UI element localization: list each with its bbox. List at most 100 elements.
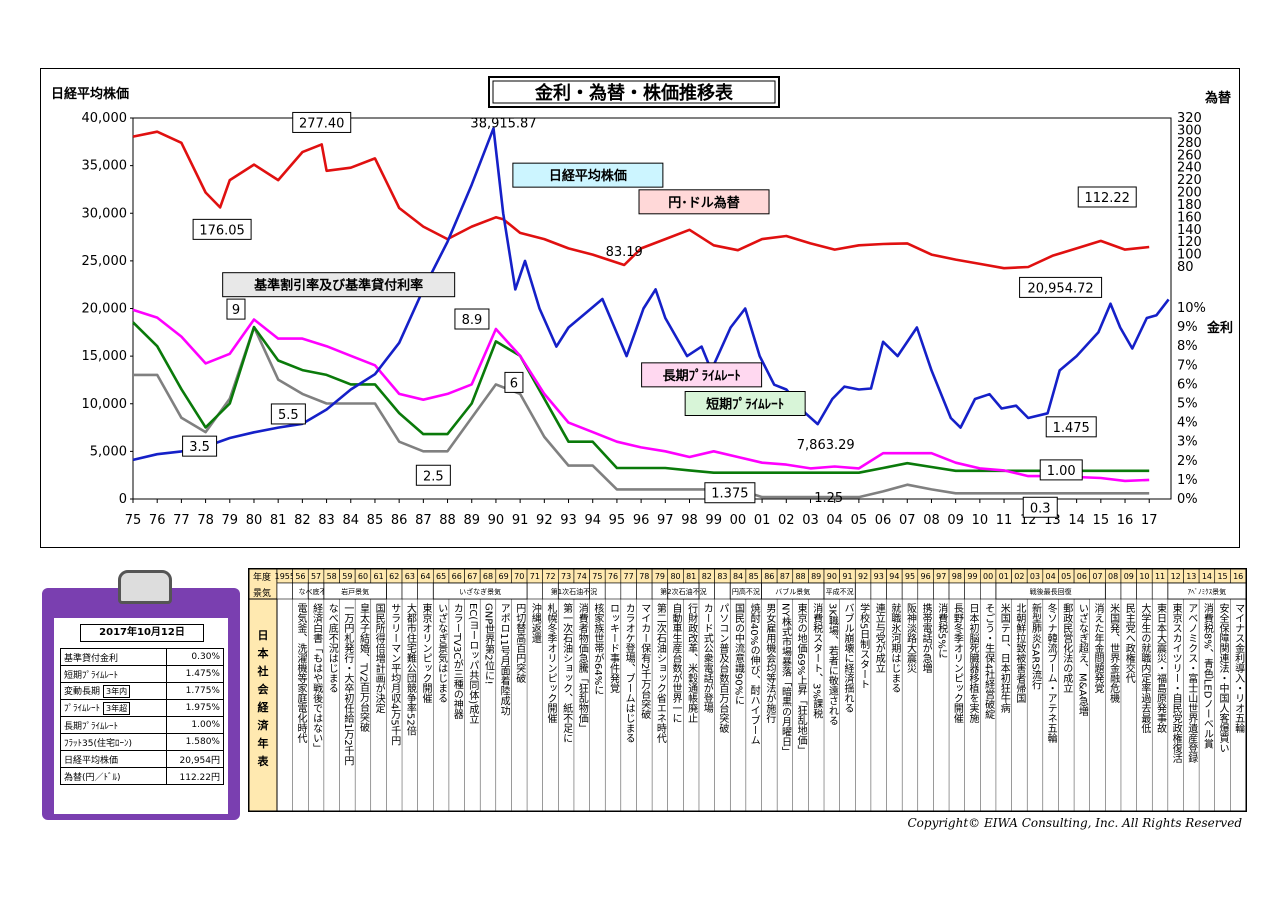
event-label: そごう・生保4社経営破綻 [983, 603, 995, 720]
boom-label: 岩戸景気 [341, 587, 369, 596]
boom-cell [1136, 582, 1153, 600]
event-label: 東日本大震災・福島原発事故 [1155, 602, 1167, 734]
event-label: アベノミクス・富士山世界遺産登録 [1186, 603, 1198, 763]
year-label: 78 [639, 572, 649, 581]
x-tick-label: 76 [149, 513, 166, 528]
series-label-box [222, 272, 456, 298]
boom-cell [386, 582, 403, 600]
annotation-label: 20,954.72 [1027, 281, 1093, 296]
boom-cell [933, 582, 950, 600]
event-label: 消費税スタート、3%課税 [811, 602, 823, 720]
boom-cell [401, 582, 418, 600]
series-label-box [512, 162, 664, 188]
boom-cell [417, 582, 434, 600]
year-label: 72 [545, 572, 555, 581]
annotation-label: 176.05 [199, 223, 245, 238]
chart-title: 金利・為替・株価推移表 [534, 82, 734, 104]
event-label: 大学生の就職内定率過去最低 [1139, 602, 1151, 734]
year-label: 16 [1233, 572, 1243, 581]
year-label: 11 [1155, 572, 1165, 581]
x-tick-label: 11 [996, 513, 1013, 528]
boom-band [557, 582, 590, 600]
boom-cell [901, 582, 919, 600]
x-tick-label: 93 [560, 513, 577, 528]
rate-tick-label: 8% [1177, 339, 1198, 354]
chart-title-box [488, 76, 780, 108]
year-label: 69 [499, 572, 509, 581]
x-tick-label: 82 [294, 513, 311, 528]
event-label: 円切替高百円突破 [514, 603, 526, 684]
rate-tick-label: 2% [1177, 454, 1198, 469]
x-tick-label: 84 [342, 513, 359, 528]
chart-title-inner [492, 80, 776, 104]
timeline-side-label-char: 済 [258, 718, 270, 732]
chart-frame: 金利・為替・株価推移表 日経平均株価 為替 金利 0 5,000 10,000 15,000 2… [40, 68, 1240, 548]
annotation-label: 1.375 [711, 487, 748, 502]
rate-label: 長期ﾌﾟﾗｲﾑﾚｰﾄ [60, 716, 167, 734]
rate-label: ﾌﾟﾗｲﾑﾚｰﾄ 3年超 [60, 699, 167, 717]
rate-value: 20,954円 [166, 750, 224, 768]
event-label: 北朝鮮拉致被害者帰国 [1014, 603, 1026, 704]
event-label: アポロ11号月面着陸成功 [498, 603, 510, 717]
year-label: 77 [624, 572, 634, 581]
year-label: 62 [389, 572, 399, 581]
event-label: 安全保障関連法・中国人客爆買い [1217, 602, 1229, 753]
event-label: NY株式市場暴落「暗黒の月曜日」 [779, 603, 791, 757]
boom-band [823, 582, 856, 600]
boom-cell [886, 582, 903, 600]
x-tick-label: 78 [197, 513, 214, 528]
year-label: 95 [905, 572, 915, 581]
right-axis-title-rate: 金利 [1206, 320, 1233, 336]
annotation-box [292, 111, 352, 133]
rates-row: 変動長期 3年内 1.775% [60, 682, 224, 700]
event-label: 阪神淡路大震災 [904, 602, 916, 673]
year-label: 60 [358, 572, 368, 581]
rates-row: ﾌﾟﾗｲﾑﾚｰﾄ 3年超 1.975% [60, 699, 224, 717]
event-label: カラーTV3Cが三種の神器 [451, 603, 463, 720]
boom-label: いざなぎ景気 [459, 587, 501, 596]
event-label: 学校5日制スタート [858, 602, 870, 690]
x-tick-label: 79 [222, 513, 239, 528]
rate-tick-label: 0% [1177, 492, 1198, 507]
boom-label: 円高不況 [732, 587, 760, 596]
annotation-box [704, 482, 756, 504]
annotation-label: 1.475 [1053, 421, 1090, 436]
event-label: 男女雇用機会均等法が施行 [764, 603, 776, 724]
rates-table: 基準貸付金利 0.30% 短期ﾌﾟﾗｲﾑﾚｰﾄ 1.475% 変動長期 3年内 1.775%… [60, 648, 224, 785]
event-label: 冬ソナ韓流ブーム・アテネ五輪 [1045, 602, 1057, 744]
annotation-label: 6 [510, 376, 518, 391]
event-label: GNP世界第2位に! [482, 603, 494, 685]
x-tick-label: 96 [633, 513, 650, 528]
x-tick-label: 05 [851, 513, 868, 528]
fx-tick-label: 240 [1177, 161, 1202, 176]
boom-cell [620, 582, 637, 600]
year-label: 84 [733, 572, 743, 581]
x-tick-label: 07 [899, 513, 916, 528]
x-tick-label: 97 [657, 513, 674, 528]
year-label: 96 [921, 572, 931, 581]
fx-tick-label: 80 [1177, 260, 1194, 275]
annotation-label: 2.5 [423, 469, 444, 484]
year-label: 13 [1186, 572, 1196, 581]
year-label: 07 [1092, 572, 1102, 581]
event-label: 連立与党が成立 [873, 602, 885, 673]
year-label: 57 [311, 572, 321, 581]
rate-value: 112.22円 [166, 767, 224, 785]
x-tick-label: 94 [584, 513, 601, 528]
right-axis-title-fx: 為替 [1205, 90, 1232, 106]
left-axis-title: 日経平均株価 [51, 86, 129, 102]
rates-row: 基準貸付金利 0.30% [60, 648, 224, 666]
year-label: 03 [1030, 572, 1040, 581]
year-label: 58 [327, 572, 337, 581]
event-label: いざなぎ景気はじまる [436, 603, 448, 703]
series-line-0 [132, 126, 1170, 462]
year-label: 92 [858, 572, 868, 581]
year-label: 90 [827, 572, 837, 581]
annotation-box [1039, 459, 1083, 481]
event-label: 経済白書「もはや戦後ではない」 [311, 602, 323, 753]
rate-label: 基準貸付金利 [60, 648, 167, 666]
left-tick-label: 20,000 [82, 302, 128, 317]
year-label: 63 [405, 572, 415, 581]
event-label: 消費税5%に [936, 602, 948, 659]
